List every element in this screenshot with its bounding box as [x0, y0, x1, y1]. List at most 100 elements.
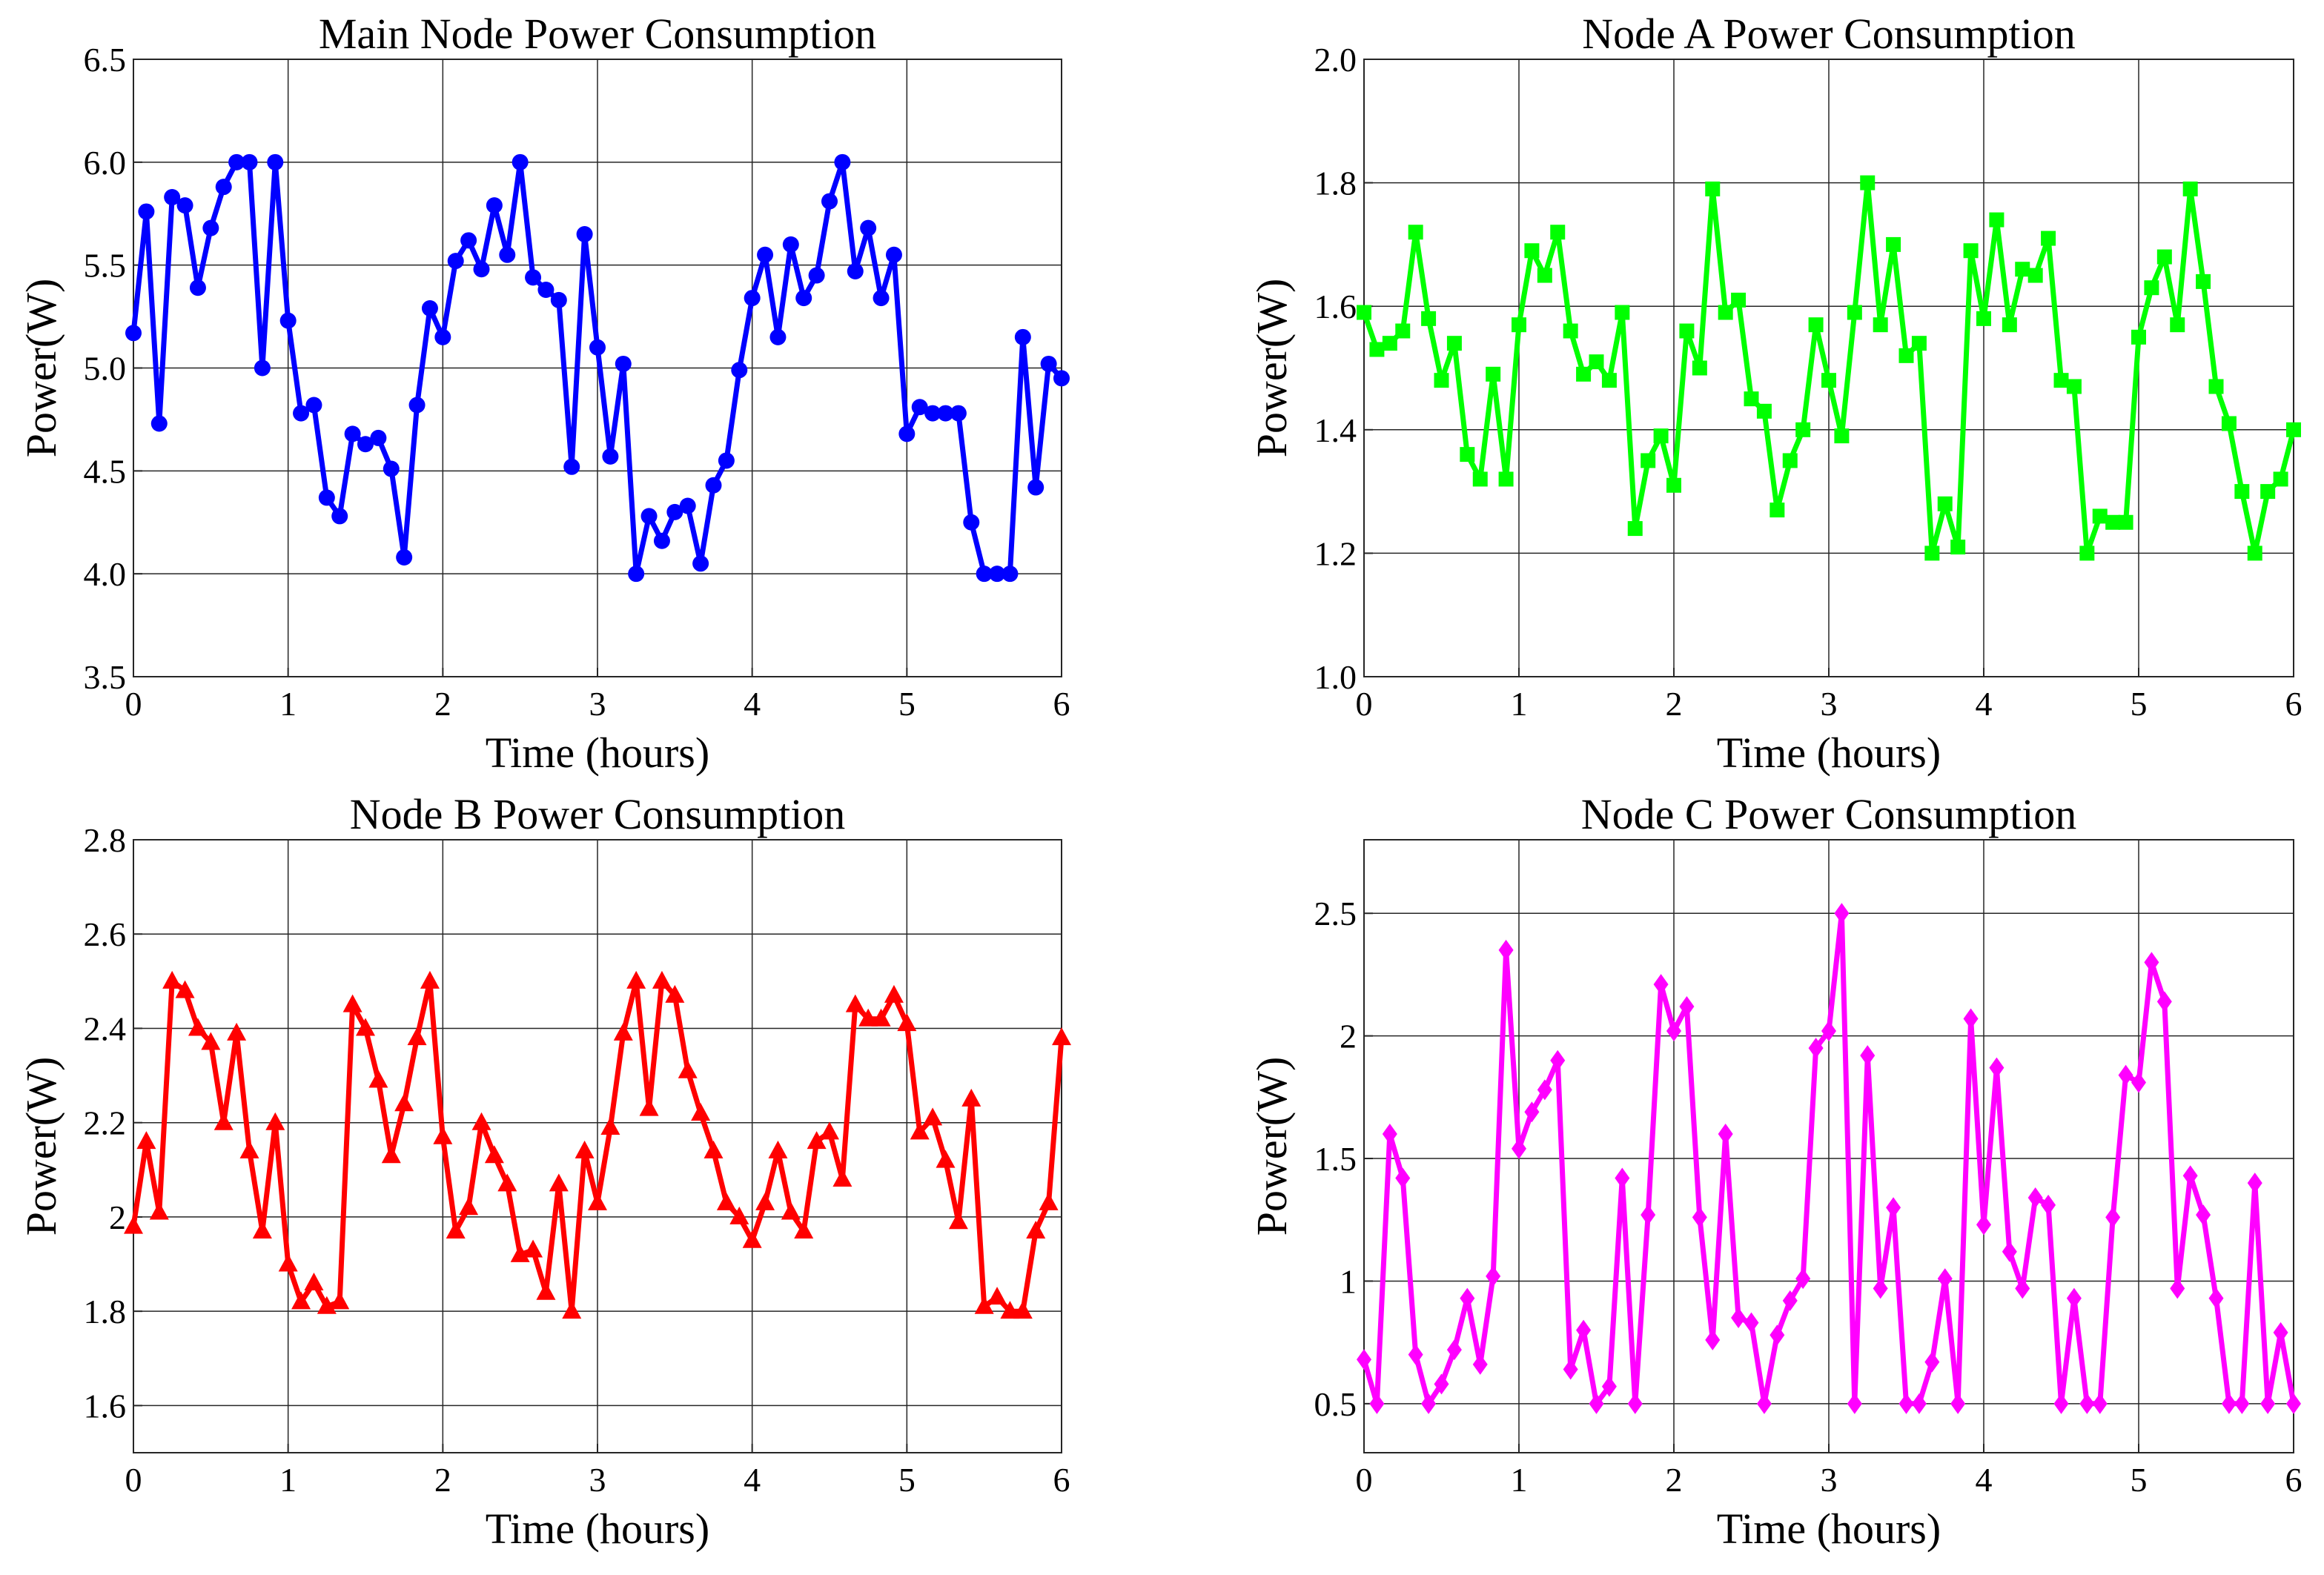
chart-main-y-tick-label: 3.5 [84, 658, 127, 696]
chart-node-b-point [794, 1221, 814, 1239]
chart-node-b-point [936, 1150, 956, 1168]
chart-node-c-point [2286, 1393, 2301, 1414]
chart-node-b-point [381, 1145, 401, 1164]
chart-main-point [718, 452, 735, 469]
chart-node-c-point [2131, 1072, 2146, 1093]
chart-main-point [628, 566, 645, 583]
chart-node-c-point [1537, 1079, 1552, 1101]
chart-node-a-x-axis-label: Time (hours) [1717, 729, 1941, 777]
chart-node-c-point [2041, 1194, 2056, 1216]
chart-main-point [989, 566, 1006, 583]
chart-node-b-point [291, 1291, 311, 1310]
chart-node-a-point [1395, 323, 1411, 339]
chart-main-point [421, 299, 438, 316]
chart-node-c-x-axis-label: Time (hours) [1717, 1505, 1941, 1553]
chart-node-b-point [742, 1230, 762, 1248]
chart-main-point [769, 328, 787, 345]
chart-main-x-tick-label: 0 [125, 685, 142, 723]
chart-node-c-point [1756, 1393, 1772, 1414]
chart-node-a-point [2066, 379, 2082, 394]
chart-main-point [924, 405, 941, 422]
chart-node-b-x-axis-label: Time (hours) [486, 1505, 709, 1553]
chart-node-a-point [1873, 317, 1888, 333]
chart-node-b-point [523, 1239, 543, 1258]
chart-node-a-point [2144, 280, 2159, 296]
chart-main-point [653, 532, 670, 549]
chart-main-point [563, 458, 580, 475]
chart-main-point [150, 415, 168, 432]
chart-main-point [215, 179, 232, 196]
chart-node-c-x-tick-label: 1 [1511, 1461, 1528, 1499]
chart-node-a-point [2015, 262, 2030, 277]
chart-node-b-point [124, 1216, 143, 1234]
chart-main-point [1002, 566, 1019, 583]
chart-main-point [937, 405, 954, 422]
chart-node-b-point [845, 994, 865, 1012]
chart-main-point [640, 508, 658, 525]
chart-node-b-point [549, 1173, 569, 1192]
chart-node-a-point [2247, 546, 2262, 561]
chart-main-y-tick-label: 6.0 [84, 144, 127, 182]
chart-node-b-point [871, 1008, 891, 1027]
chart-node-a-point [1821, 373, 1836, 388]
chart-main-point [950, 405, 967, 422]
chart-node-a-y-tick-label: 1.6 [1314, 288, 1357, 325]
chart-node-c-point [2170, 1278, 2185, 1299]
node-a-panel: 0 1 2 3 4 5 6 1.0 1.2 1.4 1.6 1.8 2.0 Node A Power Co… [1248, 10, 2303, 777]
node-c-panel: 0 1 2 3 4 5 6 0.5 1 1.5 2 2.5 Node C Power Consumpti… [1248, 790, 2303, 1553]
chart-node-b-y-tick-label: 2 [109, 1198, 126, 1236]
chart-node-b-y-tick-label: 2.4 [84, 1009, 127, 1047]
chart-main-point [408, 397, 426, 414]
chart-main-point [486, 197, 503, 214]
chart-node-a-y-tick-label: 2.0 [1314, 41, 1357, 79]
chart-node-b-point [1013, 1301, 1033, 1319]
chart-node-a-x-tick-label: 3 [1821, 685, 1838, 723]
chart-node-b-point [446, 1221, 466, 1239]
chart-node-b-point [858, 1008, 878, 1027]
main-node-panel: 0 1 2 3 4 5 6 3.5 4.0 4.5 5.0 5.5 6.0 6.5 Main Node Po… [17, 10, 1070, 777]
chart-main-point [885, 246, 902, 263]
chart-node-c-x-tick-label: 6 [2285, 1461, 2303, 1499]
chart-node-a-point [1886, 236, 1901, 252]
chart-node-b-point [330, 1291, 350, 1310]
chart-node-b-point [588, 1192, 607, 1210]
chart-node-a-point [2182, 181, 2198, 196]
chart-node-a-y-tick-label: 1.2 [1314, 534, 1357, 572]
chart-node-c-title: Node C Power Consumption [1581, 790, 2077, 838]
chart-node-c-point [1357, 1349, 1371, 1370]
chart-node-b-point [832, 1169, 853, 1187]
chart-node-c-y-axis-label: Power(W) [1248, 1057, 1296, 1236]
chart-node-c-point [1601, 1376, 1617, 1397]
chart-node-a-point [2053, 373, 2069, 388]
chart-main-point [241, 153, 258, 170]
chart-node-a-point [2221, 416, 2237, 431]
chart-main-point [615, 355, 632, 372]
chart-node-c-point [2079, 1393, 2095, 1414]
chart-node-a-point [2131, 329, 2146, 345]
chart-node-c-point [2027, 1187, 2043, 1208]
chart-main-point [254, 359, 271, 377]
chart-main-point [1027, 479, 1045, 496]
chart-node-c-point [1989, 1057, 2004, 1078]
chart-node-c-point [1976, 1214, 1991, 1236]
chart-node-a-point [1421, 311, 1437, 326]
chart-node-c-point [2273, 1322, 2288, 1343]
chart-node-a-x-tick-label: 1 [1511, 685, 1528, 723]
chart-node-a-point [1641, 453, 1656, 468]
chart-node-a-point [1563, 323, 1578, 339]
chart-node-a-point [2092, 508, 2108, 524]
chart-node-a-y-axis-label: Power(W) [1248, 279, 1296, 458]
chart-node-a-point [2286, 422, 2301, 437]
chart-node-c-point [1847, 1393, 1862, 1414]
chart-node-b-point [407, 1027, 427, 1046]
chart-node-b-y-tick-label: 1.8 [84, 1293, 127, 1330]
chart-node-b-point [704, 1140, 724, 1158]
chart-main-point [318, 489, 335, 506]
chart-main-x-tick-label: 1 [279, 685, 297, 723]
chart-node-a-point [1460, 447, 1475, 462]
chart-node-c-point [1937, 1268, 1953, 1290]
chart-main-x-tick-label: 4 [744, 685, 761, 723]
chart-main-point [228, 153, 245, 170]
chart-node-c-point [1911, 1393, 1927, 1414]
